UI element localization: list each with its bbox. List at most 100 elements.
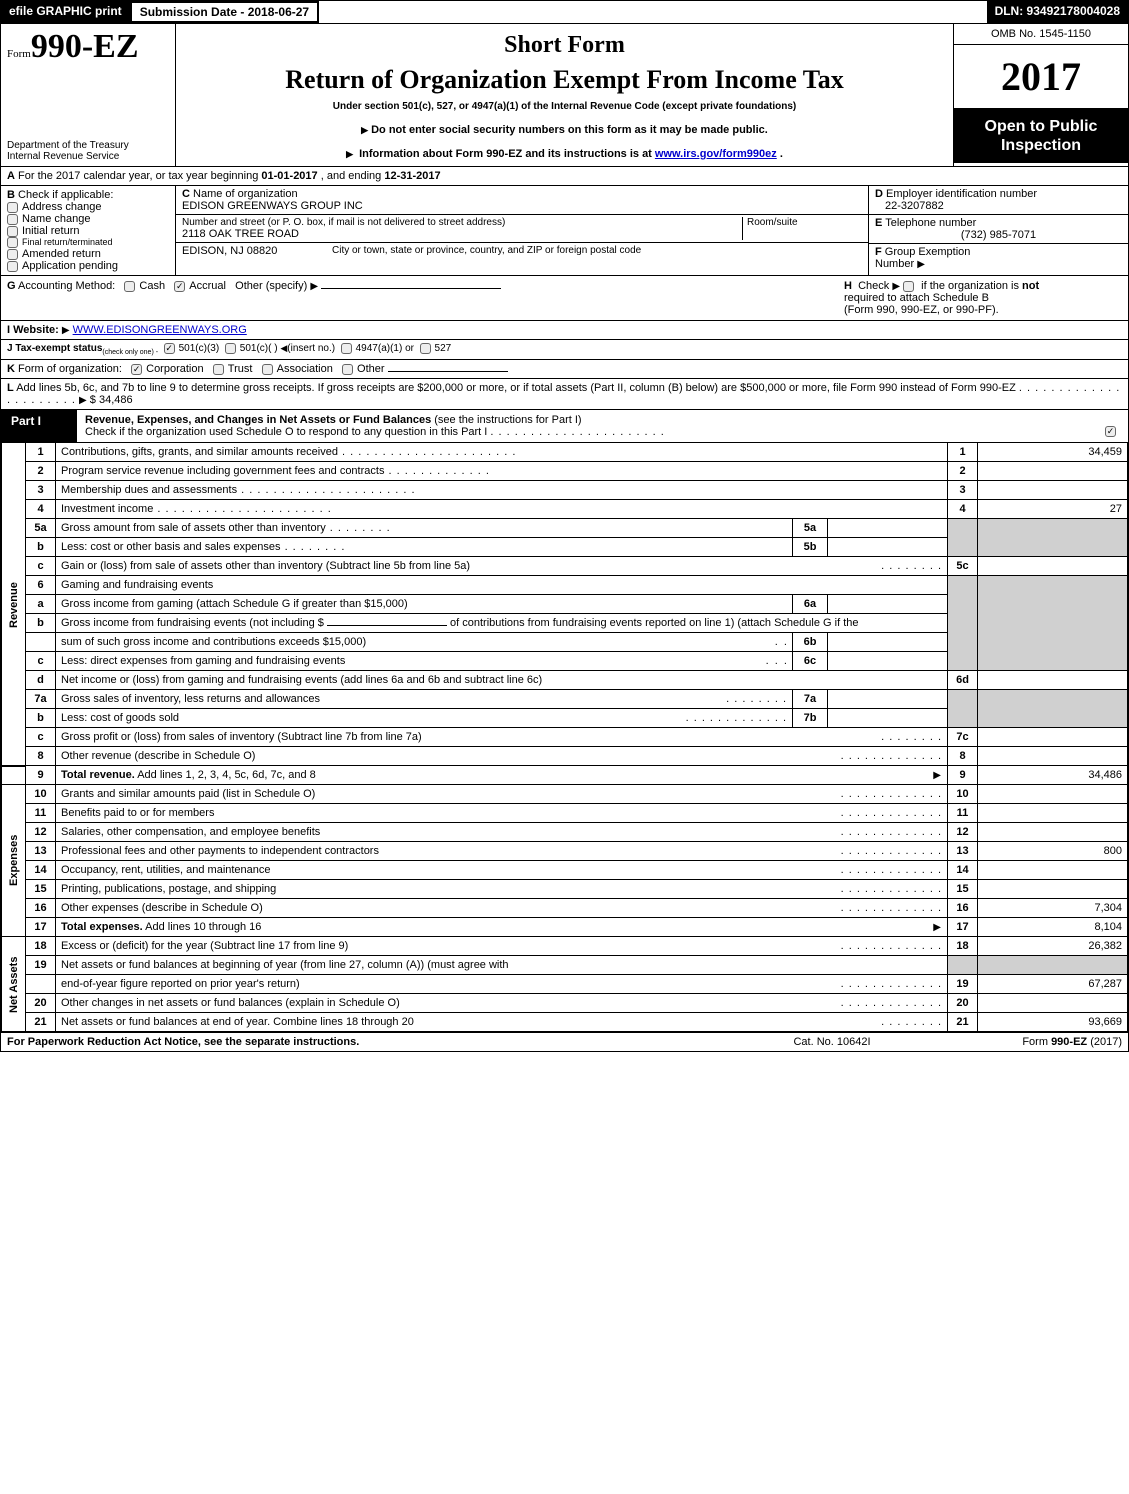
- amt-2: [978, 462, 1128, 481]
- text-14: Occupancy, rent, utilities, and maintena…: [61, 864, 271, 876]
- num-5b: b: [26, 538, 56, 557]
- arrow-icon: [310, 280, 318, 292]
- opt-name-change: Name change: [22, 213, 91, 225]
- l-amount: $ 34,486: [90, 394, 133, 406]
- dots: [933, 921, 942, 933]
- text-11: Benefits paid to or for members: [61, 807, 214, 819]
- grid-bcdef: B Check if applicable: Address change Na…: [1, 185, 1128, 275]
- rn-15: 15: [948, 880, 978, 899]
- checkbox-h[interactable]: [903, 281, 914, 292]
- g-accrual: Accrual: [189, 280, 226, 292]
- text-5a: Gross amount from sale of assets other t…: [61, 522, 326, 534]
- num-18: 18: [26, 937, 56, 956]
- section-c: C Name of organization EDISON GREENWAYS …: [176, 186, 868, 275]
- label-f: F: [875, 246, 882, 258]
- irs-link[interactable]: www.irs.gov/form990ez: [655, 148, 777, 160]
- footer: For Paperwork Reduction Act Notice, see …: [1, 1032, 1128, 1051]
- num-16: 16: [26, 899, 56, 918]
- text-2: Program service revenue including govern…: [61, 465, 384, 477]
- f-text2: Number: [875, 258, 914, 270]
- dln: DLN: 93492178004028: [987, 1, 1128, 23]
- checkbox-501c[interactable]: [225, 343, 236, 354]
- j-o3: 4947(a)(1) or: [356, 343, 414, 354]
- sn-7b: 7b: [793, 709, 828, 728]
- text-19b: end-of-year figure reported on prior yea…: [61, 978, 300, 990]
- checkbox-address-change[interactable]: [7, 202, 18, 213]
- side-revenue: Revenue: [2, 443, 26, 766]
- text-1: Contributions, gifts, grants, and simila…: [61, 446, 338, 458]
- opt-application-pending: Application pending: [22, 260, 118, 272]
- checkbox-final-return[interactable]: [7, 237, 18, 248]
- checkbox-amended-return[interactable]: [7, 249, 18, 260]
- label-h: H: [844, 280, 852, 292]
- label-b: B: [7, 189, 15, 201]
- rn-2: 2: [948, 462, 978, 481]
- checkbox-cash[interactable]: [124, 281, 135, 292]
- grey-5: [948, 519, 978, 557]
- arrow-icon: [346, 148, 356, 160]
- checkbox-accrual[interactable]: [174, 281, 185, 292]
- sn-6b: 6b: [793, 633, 828, 652]
- amt-7c: [978, 728, 1128, 747]
- footer-form: Form 990-EZ (2017): [942, 1036, 1122, 1048]
- checkbox-trust[interactable]: [213, 364, 224, 375]
- c-street-label: Number and street (or P. O. box, if mail…: [182, 217, 742, 228]
- text-4: Investment income: [61, 503, 153, 515]
- checkbox-other[interactable]: [342, 364, 353, 375]
- section-i: I Website: WWW.EDISONGREENWAYS.ORG: [1, 320, 1128, 339]
- checkbox-name-change[interactable]: [7, 214, 18, 225]
- checkbox-4947[interactable]: [341, 343, 352, 354]
- g-other-blank[interactable]: [321, 288, 501, 289]
- text-16: Other expenses (describe in Schedule O): [61, 902, 263, 914]
- grey-6: [948, 576, 978, 671]
- j-o2b: (insert no.): [287, 343, 335, 354]
- subtitle-under-section: Under section 501(c), 527, or 4947(a)(1)…: [333, 101, 796, 112]
- samt-6a: [828, 595, 948, 614]
- open-line2: Inspection: [1001, 137, 1081, 154]
- dots: [338, 446, 516, 458]
- a-mid: , and ending: [321, 170, 385, 182]
- num-6a: a: [26, 595, 56, 614]
- grey-7: [948, 690, 978, 728]
- num-7b: b: [26, 709, 56, 728]
- checkbox-initial-return[interactable]: [7, 226, 18, 237]
- text-10: Grants and similar amounts paid (list in…: [61, 788, 315, 800]
- checkbox-association[interactable]: [262, 364, 273, 375]
- efile-print-button[interactable]: efile GRAPHIC print: [1, 1, 130, 23]
- label-g: G: [7, 280, 16, 292]
- rn-4: 4: [948, 500, 978, 519]
- arrow-icon: [892, 280, 900, 292]
- dots: [841, 788, 942, 800]
- dots: [841, 978, 942, 990]
- checkbox-application-pending[interactable]: [7, 261, 18, 272]
- tax-year: 2017: [954, 45, 1128, 109]
- blank-6b[interactable]: [327, 625, 447, 626]
- g-other: Other (specify): [235, 280, 307, 292]
- arrow-icon: [62, 324, 70, 336]
- text-7b: Less: cost of goods sold: [61, 712, 179, 724]
- row-20: 20 Other changes in net assets or fund b…: [2, 994, 1128, 1013]
- row-19: 19 Net assets or fund balances at beginn…: [2, 956, 1128, 975]
- checkbox-527[interactable]: [420, 343, 431, 354]
- num-19: 19: [26, 956, 56, 975]
- text-6: Gaming and fundraising events: [56, 576, 948, 595]
- checkbox-501c3[interactable]: [164, 343, 175, 354]
- row-13: 13 Professional fees and other payments …: [2, 842, 1128, 861]
- dots: [841, 864, 942, 876]
- checkbox-corporation[interactable]: [131, 364, 142, 375]
- row-16: 16 Other expenses (describe in Schedule …: [2, 899, 1128, 918]
- amt-15: [978, 880, 1128, 899]
- num-14: 14: [26, 861, 56, 880]
- d-text: Employer identification number: [886, 188, 1037, 200]
- dots: [881, 1016, 942, 1028]
- k-text: Form of organization:: [18, 363, 122, 375]
- j-o1: 501(c)(3): [179, 343, 220, 354]
- num-5c: c: [26, 557, 56, 576]
- row-21: 21 Net assets or fund balances at end of…: [2, 1013, 1128, 1032]
- c-city-label: City or town, state or province, country…: [332, 245, 641, 257]
- checkbox-schedule-o[interactable]: [1105, 426, 1116, 437]
- k-other-blank[interactable]: [388, 371, 508, 372]
- website-link[interactable]: WWW.EDISONGREENWAYS.ORG: [73, 324, 247, 336]
- rn-10: 10: [948, 785, 978, 804]
- opt-initial-return: Initial return: [22, 225, 79, 237]
